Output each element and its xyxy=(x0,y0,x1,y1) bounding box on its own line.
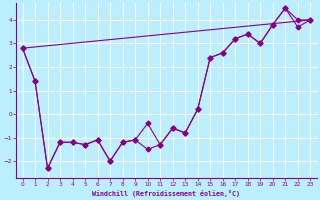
X-axis label: Windchill (Refroidissement éolien,°C): Windchill (Refroidissement éolien,°C) xyxy=(92,190,240,197)
